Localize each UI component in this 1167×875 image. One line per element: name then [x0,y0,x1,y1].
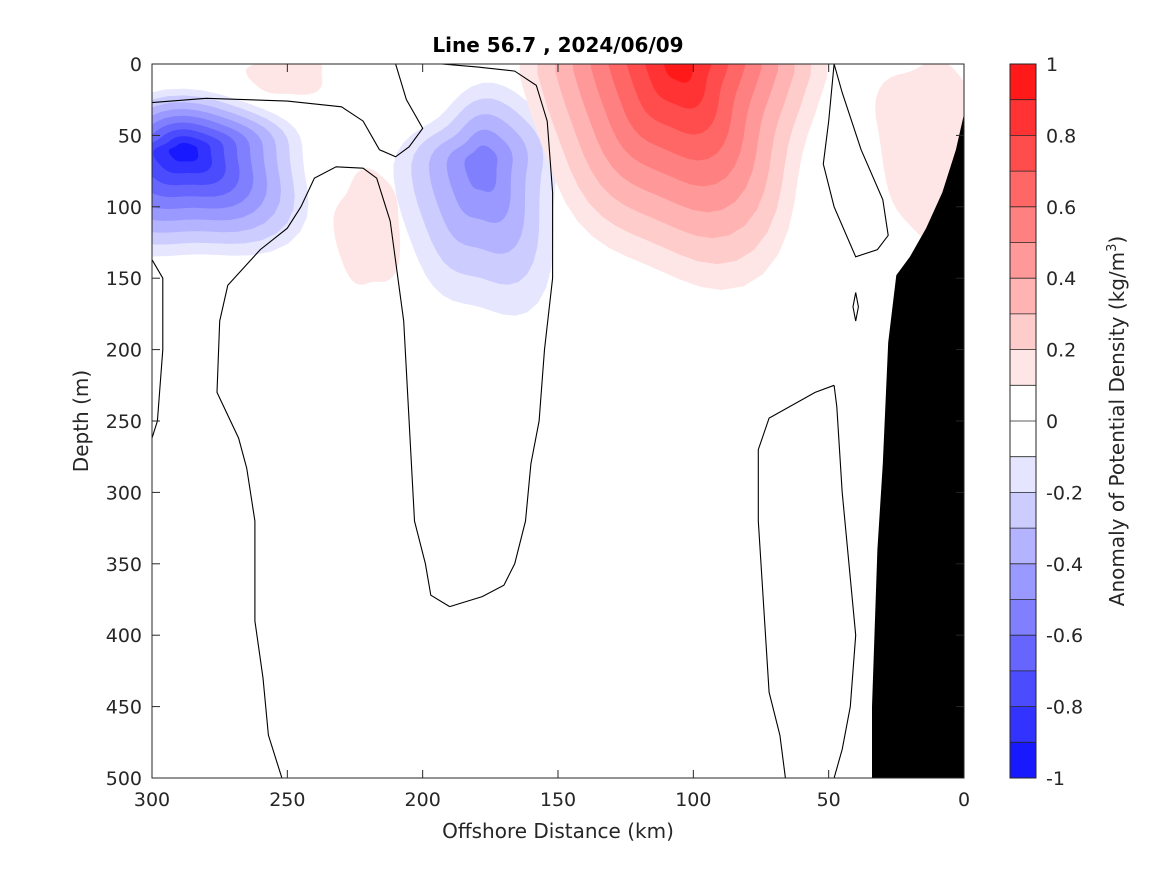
colorbar-swatch [1010,599,1036,636]
colorbar-tick-label: 0.4 [1046,268,1076,290]
y-tick-label: 0 [130,54,142,76]
zero-contour [822,64,889,258]
x-tick-label: 0 [958,789,970,811]
colorbar-tick-label: -0.6 [1046,625,1083,647]
colorbar-swatch [1010,706,1036,743]
colorbar-tick-label: 0.2 [1046,340,1076,362]
chart-title: Line 56.7 , 2024/06/09 [432,33,683,57]
colorbar-tick-label: -0.8 [1046,697,1083,719]
x-tick-label: 50 [817,789,841,811]
colorbar-swatch [1010,135,1036,172]
x-tick-label: 250 [269,789,305,811]
negative-anomaly-band [464,145,498,192]
y-tick-label: 450 [106,697,142,719]
colorbar [1010,64,1036,778]
colorbar-swatch [1010,171,1036,207]
colorbar-ticks: 1 0.8 0.6 0.4 0.2 0 -0.2 -0.4 -0.6 -0.8 -1 [1010,54,1083,790]
x-axis: 300 250 200 150 100 50 0 [134,64,970,811]
colorbar-swatch [1010,670,1036,707]
colorbar-swatch [1010,492,1036,529]
colorbar-swatch [1010,313,1036,350]
y-tick-label: 200 [106,340,142,362]
colorbar-tick-label: 1 [1046,54,1058,76]
colorbar-tick-label: -0.4 [1046,554,1083,576]
x-tick-label: 300 [134,789,170,811]
colorbar-swatch [1010,421,1036,457]
y-axis: 0 50 100 150 200 250 300 350 400 450 500 [106,54,964,790]
colorbar-label-superscript: 3 [1105,244,1120,252]
colorbar-swatch [1010,64,1036,100]
zero-contour-lines [152,64,889,778]
y-tick-label: 50 [118,125,142,147]
y-tick-label: 500 [106,768,142,790]
plot-area [152,64,964,778]
colorbar-tick-label: 0 [1046,411,1058,433]
x-tick-label: 100 [675,789,711,811]
positive-anomaly-band [245,64,323,95]
y-axis-label: Depth (m) [69,370,93,472]
positive-anomaly-band [645,64,712,109]
y-tick-label: 250 [106,411,142,433]
bathymetry-silhouette [872,114,964,778]
colorbar-tick-label: 0.8 [1046,125,1076,147]
colorbar-swatch [1010,528,1036,564]
positive-anomaly-band [663,64,695,83]
zero-contour [152,64,424,158]
colorbar-swatch [1010,99,1036,136]
colorbar-swatch [1010,349,1036,386]
colorbar-swatch [1010,742,1036,778]
colorbar-swatch [1010,385,1036,421]
zero-contour [757,384,835,778]
positive-anomaly-band [333,168,401,285]
colorbar-swatch [1010,278,1036,314]
y-tick-label: 150 [106,268,142,290]
colorbar-tick-label: -1 [1046,768,1065,790]
colorbar-swatch [1010,635,1036,671]
zero-contour [852,292,859,322]
y-tick-label: 350 [106,554,142,576]
x-tick-label: 200 [405,789,441,811]
colorbar-swatch [1010,563,1036,600]
colorbar-swatch [1010,206,1036,243]
x-axis-label: Offshore Distance (km) [442,819,674,843]
x-tick-label: 150 [540,789,576,811]
colorbar-label: Anomaly of Potential Density (kg/m3) [1105,236,1129,606]
colorbar-swatch [1010,456,1036,493]
colorbar-swatch [1010,242,1036,279]
zero-contour [216,166,450,778]
colorbar-tick-label: -0.2 [1046,482,1083,504]
anomaly-fill-layers [152,64,964,316]
zero-contour [152,259,164,439]
negative-anomaly-band [168,142,199,162]
y-tick-label: 300 [106,482,142,504]
y-tick-label: 100 [106,197,142,219]
zero-contour [422,64,554,608]
zero-contour [833,385,857,778]
colorbar-tick-label: 0.6 [1046,197,1076,219]
y-tick-label: 400 [106,625,142,647]
